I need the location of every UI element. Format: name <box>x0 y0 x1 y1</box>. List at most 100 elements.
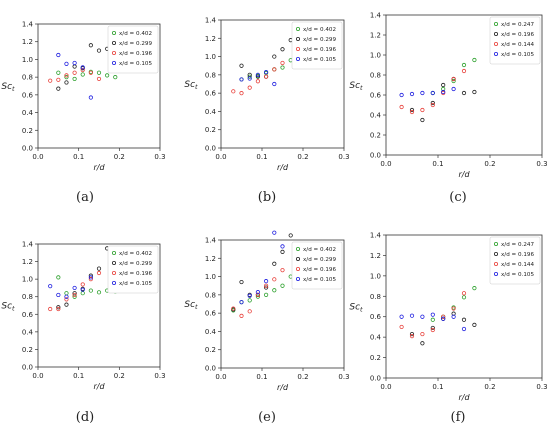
data-point <box>420 107 425 113</box>
legend-marker <box>112 250 117 255</box>
y-tick-label: 0.6 <box>370 313 382 321</box>
data-point <box>96 76 102 82</box>
data-point <box>239 300 244 305</box>
data-point <box>272 67 277 72</box>
data-point <box>80 67 85 73</box>
x-tick-label: 0.0 <box>32 153 43 161</box>
plot-frame <box>385 234 543 379</box>
data-point <box>280 60 285 66</box>
chart-panel-e: 0.0 0.1 0.2 0.3 0.0 0.2 0.4 0.6 0.8 1.0 1.2 1.4 r/d S… <box>184 230 350 392</box>
legend-label: x/d = 0.144 <box>501 42 534 48</box>
data-point <box>430 317 435 322</box>
data-point <box>255 294 260 299</box>
data-point <box>80 287 85 292</box>
data-point <box>280 65 285 70</box>
data-point <box>64 294 69 299</box>
y-axis-label: Sct <box>184 80 198 91</box>
x-tick-label: 0.0 <box>32 372 43 380</box>
data-point <box>72 70 77 75</box>
data-point <box>96 266 102 271</box>
legend-label: x/d = 0.299 <box>303 37 336 43</box>
chart-panel-c: 0.0 0.1 0.2 0.3 0.0 0.2 0.4 0.6 0.8 1.0 1.2 1.4 r/d S… <box>349 12 547 180</box>
plot-frame <box>37 23 161 149</box>
legend-box <box>291 21 343 70</box>
data-point <box>64 80 69 85</box>
series-2 <box>48 270 102 312</box>
data-point <box>48 78 53 83</box>
y-tick-label: 0.4 <box>370 112 382 120</box>
y-axis-label: Sct <box>349 303 363 314</box>
data-point <box>231 306 236 311</box>
y-tick-label: 0.6 <box>22 91 34 99</box>
x-tick-label: 0.1 <box>73 372 84 380</box>
legend-label: x/d = 0.105 <box>303 57 336 63</box>
y-tick-label: 1.0 <box>22 276 33 284</box>
data-point <box>409 313 415 318</box>
data-point <box>64 302 69 307</box>
data-point <box>96 70 102 75</box>
x-tick-label: 0.2 <box>484 160 495 168</box>
y-tick-label: 1.2 <box>205 255 216 263</box>
legend-marker <box>493 271 498 276</box>
legend-label: x/d = 0.196 <box>119 51 152 57</box>
data-point <box>255 292 260 297</box>
y-tick-label: 1.0 <box>370 272 381 280</box>
y-tick-label: 0.4 <box>370 334 382 342</box>
data-point <box>430 325 435 331</box>
data-point <box>64 61 69 66</box>
legend-label: x/d = 0.144 <box>501 262 534 268</box>
x-axis-label: r/d <box>277 163 289 172</box>
legend-marker <box>112 280 117 285</box>
x-axis-label: r/d <box>458 170 470 179</box>
legend-marker <box>295 57 300 62</box>
data-point <box>420 314 425 319</box>
data-point <box>272 288 277 293</box>
data-point <box>88 95 93 100</box>
legend-label: x/d = 0.299 <box>303 257 336 263</box>
legend-label: x/d = 0.105 <box>119 281 152 287</box>
data-point <box>56 77 61 82</box>
series-1 <box>409 76 477 123</box>
y-tick-label: 0.0 <box>22 364 33 372</box>
caption-e: (e) <box>258 410 276 425</box>
y-tick-label: 1.2 <box>22 38 33 46</box>
data-point <box>263 279 269 284</box>
data-point <box>409 331 415 337</box>
x-tick-label: 0.1 <box>73 153 84 161</box>
data-point <box>255 79 260 84</box>
data-point <box>451 306 456 311</box>
data-point <box>430 100 435 106</box>
caption-c: (c) <box>449 190 466 205</box>
series-0 <box>430 57 477 96</box>
series-1 <box>409 311 477 346</box>
data-point <box>247 293 252 298</box>
x-tick-label: 0.2 <box>114 153 125 161</box>
y-tick-label: 0.8 <box>205 71 216 79</box>
data-point <box>288 233 293 238</box>
data-point <box>64 75 69 80</box>
data-point <box>441 316 446 321</box>
y-tick-label: 1.2 <box>370 252 381 260</box>
data-point <box>263 74 269 79</box>
legend-label: x/d = 0.105 <box>119 61 152 67</box>
data-point <box>441 89 446 95</box>
y-tick-label: 0.4 <box>205 328 217 336</box>
caption-f: (f) <box>451 410 466 425</box>
data-point <box>461 295 467 300</box>
legend-box <box>291 241 343 290</box>
data-point <box>247 85 252 90</box>
y-tick-label: 0.2 <box>22 346 33 354</box>
y-tick-label: 0.0 <box>370 152 381 160</box>
series-2 <box>231 60 285 96</box>
legend-marker <box>295 246 300 251</box>
data-point <box>247 76 252 81</box>
y-tick-label: 0.0 <box>370 375 381 383</box>
data-point <box>472 322 477 327</box>
x-tick-label: 0.2 <box>297 373 308 381</box>
legend-label: x/d = 0.105 <box>501 272 534 278</box>
data-point <box>472 89 477 95</box>
data-point <box>272 261 277 266</box>
legend-label: x/d = 0.196 <box>119 271 152 277</box>
data-point <box>48 284 53 289</box>
x-tick-label: 0.3 <box>338 373 349 381</box>
